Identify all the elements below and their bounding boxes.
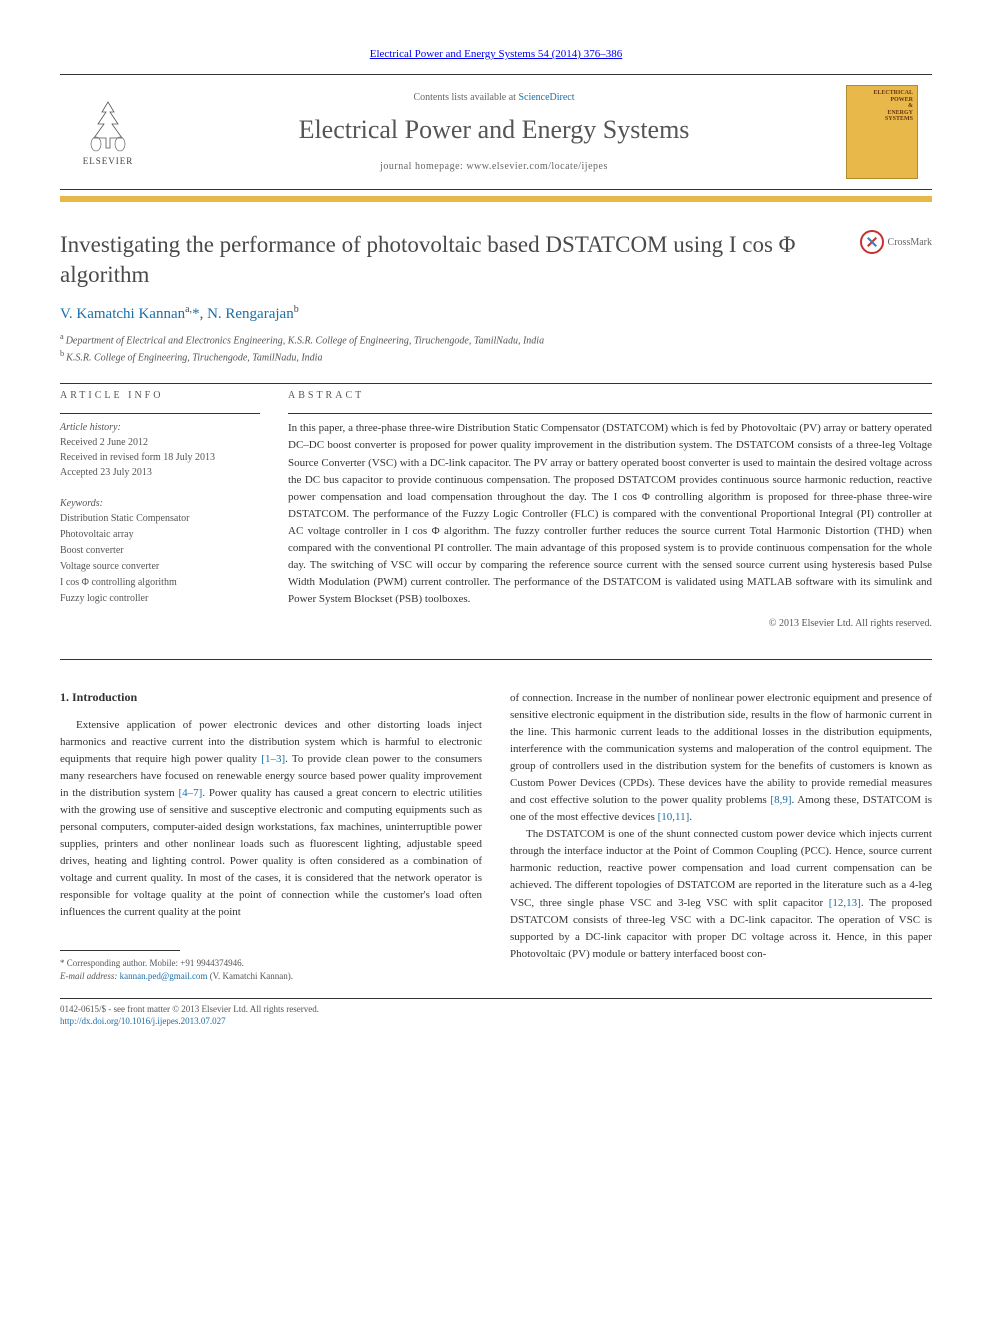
- affiliation-line: aDepartment of Electrical and Electronic…: [60, 331, 932, 348]
- corresponding-star[interactable]: *: [192, 306, 200, 322]
- journal-cover-thumbnail[interactable]: ELECTRICAL POWER & ENERGY SYSTEMS: [846, 85, 918, 179]
- divider: [60, 383, 932, 384]
- abstract-label: abstract: [288, 390, 932, 401]
- abstract-text: In this paper, a three-phase three-wire …: [288, 420, 932, 608]
- elsevier-logo[interactable]: ELSEVIER: [74, 93, 142, 171]
- info-abstract-row: article info Article history: Received 2…: [60, 390, 932, 629]
- body-columns: 1. Introduction Extensive application of…: [60, 690, 932, 984]
- section-heading: 1. Introduction: [60, 690, 482, 705]
- citation-ref[interactable]: [8,9]: [770, 794, 791, 806]
- body-span: of connection. Increase in the number of…: [510, 692, 932, 806]
- keyword: Voltage source converter: [60, 559, 260, 575]
- body-span: . Power quality has caused a great conce…: [60, 787, 482, 918]
- page-footer: 0142-0615/$ - see front matter © 2013 El…: [60, 998, 932, 1028]
- body-span: .: [689, 811, 692, 823]
- email-suffix: (V. Kamatchi Kannan).: [210, 971, 293, 981]
- cover-line: ENERGY: [851, 110, 913, 117]
- divider: [60, 659, 932, 660]
- article-info-label: article info: [60, 390, 260, 401]
- article-history: Article history: Received 2 June 2012 Re…: [60, 420, 260, 480]
- affiliations: aDepartment of Electrical and Electronic…: [60, 331, 932, 366]
- corresponding-footnote: * Corresponding author. Mobile: +91 9944…: [60, 957, 482, 984]
- history-line: Received in revised form 18 July 2013: [60, 450, 260, 465]
- keyword: Fuzzy logic controller: [60, 591, 260, 607]
- author-affil-sup: b: [294, 304, 299, 315]
- author-link[interactable]: N. Rengarajan: [207, 306, 294, 322]
- contents-prefix: Contents lists available at: [413, 92, 518, 103]
- footnote-divider: [60, 950, 180, 951]
- journal-homepage: journal homepage: www.elsevier.com/locat…: [156, 161, 832, 172]
- sciencedirect-link[interactable]: ScienceDirect: [518, 92, 574, 103]
- history-line: Received 2 June 2012: [60, 435, 260, 450]
- footer-copyright: 0142-0615/$ - see front matter © 2013 El…: [60, 1003, 932, 1016]
- citation-line: Electrical Power and Energy Systems 54 (…: [60, 48, 932, 60]
- authors-line: V. Kamatchi Kannana,*, N. Rengarajanb: [60, 304, 932, 323]
- divider: [60, 413, 260, 414]
- article-info-column: article info Article history: Received 2…: [60, 390, 260, 629]
- cover-line: ELECTRICAL: [851, 90, 913, 97]
- journal-header: ELSEVIER Contents lists available at Sci…: [60, 74, 932, 190]
- affil-sup: a: [60, 332, 64, 341]
- body-paragraph: Extensive application of power electroni…: [60, 717, 482, 922]
- citation-ref[interactable]: [12,13]: [829, 897, 861, 909]
- email-line: E-mail address: kannan.ped@gmail.com (V.…: [60, 970, 482, 984]
- affil-text: Department of Electrical and Electronics…: [66, 335, 544, 346]
- article-title: Investigating the performance of photovo…: [60, 230, 840, 290]
- header-middle: Contents lists available at ScienceDirec…: [156, 92, 832, 172]
- citation-ref[interactable]: [10,11]: [658, 811, 690, 823]
- elsevier-tree-icon: [82, 98, 134, 154]
- crossmark-badge[interactable]: CrossMark: [860, 230, 932, 254]
- email-link[interactable]: kannan.ped@gmail.com: [120, 971, 208, 981]
- keywords-list: Distribution Static Compensator Photovol…: [60, 511, 260, 607]
- abstract-column: abstract In this paper, a three-phase th…: [288, 390, 932, 629]
- history-label: Article history:: [60, 420, 260, 435]
- copyright-line: © 2013 Elsevier Ltd. All rights reserved…: [288, 618, 932, 629]
- right-body-column: of connection. Increase in the number of…: [510, 690, 932, 984]
- homepage-url[interactable]: www.elsevier.com/locate/ijepes: [466, 161, 608, 172]
- keyword: Boost converter: [60, 543, 260, 559]
- citation-link[interactable]: Electrical Power and Energy Systems 54 (…: [370, 48, 622, 60]
- cover-line: &: [851, 103, 913, 110]
- title-row: Investigating the performance of photovo…: [60, 230, 932, 290]
- left-body-column: 1. Introduction Extensive application of…: [60, 690, 482, 984]
- email-label: E-mail address:: [60, 971, 117, 981]
- publisher-name: ELSEVIER: [83, 156, 134, 166]
- homepage-prefix: journal homepage:: [380, 161, 466, 172]
- journal-title: Electrical Power and Energy Systems: [156, 115, 832, 145]
- affil-sup: b: [60, 349, 64, 358]
- accent-bar: [60, 196, 932, 202]
- divider: [288, 413, 932, 414]
- page-container: Electrical Power and Energy Systems 54 (…: [0, 0, 992, 1076]
- corr-author-line: * Corresponding author. Mobile: +91 9944…: [60, 957, 482, 971]
- body-paragraph: of connection. Increase in the number of…: [510, 690, 932, 963]
- cover-line: SYSTEMS: [851, 116, 913, 123]
- keyword: I cos Φ controlling algorithm: [60, 575, 260, 591]
- author-link[interactable]: V. Kamatchi Kannan: [60, 306, 185, 322]
- affiliation-line: bK.S.R. College of Engineering, Tiruchen…: [60, 348, 932, 365]
- cover-line: POWER: [851, 97, 913, 104]
- keyword: Photovoltaic array: [60, 527, 260, 543]
- keywords-label: Keywords:: [60, 498, 260, 509]
- doi-link[interactable]: http://dx.doi.org/10.1016/j.ijepes.2013.…: [60, 1016, 226, 1026]
- history-line: Accepted 23 July 2013: [60, 465, 260, 480]
- affil-text: K.S.R. College of Engineering, Tirucheng…: [66, 352, 322, 363]
- crossmark-label: CrossMark: [888, 237, 932, 248]
- citation-ref[interactable]: [4–7]: [179, 787, 203, 799]
- keyword: Distribution Static Compensator: [60, 511, 260, 527]
- contents-available: Contents lists available at ScienceDirec…: [156, 92, 832, 103]
- citation-ref[interactable]: [1–3]: [261, 753, 285, 765]
- crossmark-icon: [860, 230, 884, 254]
